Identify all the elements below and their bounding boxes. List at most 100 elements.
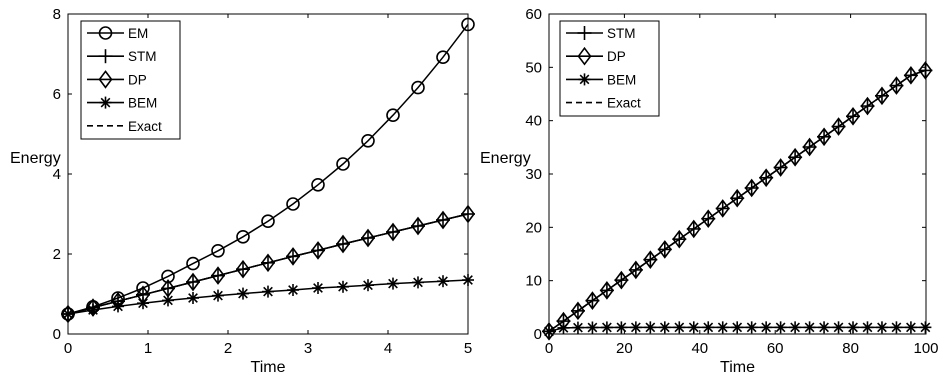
bem-point	[745, 321, 758, 334]
bem-point	[462, 274, 474, 286]
bem-point	[760, 321, 773, 334]
dp-point	[286, 247, 300, 266]
bem-point	[212, 289, 224, 302]
bem-point	[187, 292, 199, 304]
bem-point	[362, 279, 374, 292]
bem-point	[861, 321, 874, 334]
bem-point	[904, 321, 917, 334]
bem-point	[237, 287, 249, 300]
dp-point	[186, 272, 200, 292]
dp-point	[903, 66, 918, 85]
bem-point	[789, 321, 802, 334]
legend-swatch-marker	[578, 73, 591, 86]
dp-point	[831, 117, 846, 136]
legend-label: EM	[128, 26, 148, 41]
em-point	[311, 178, 325, 192]
dp-point	[361, 228, 375, 248]
legend-item: STM	[87, 49, 157, 64]
dp-point	[701, 209, 716, 229]
bem-point	[543, 325, 555, 338]
bem-point	[716, 321, 729, 334]
dp-point	[411, 216, 425, 236]
bem-point	[702, 321, 715, 334]
bem-point	[818, 321, 831, 334]
exact-line	[67, 213, 469, 315]
bem-point	[832, 321, 845, 334]
y-tick-label: 60	[525, 6, 542, 23]
x-axis-label: Time	[720, 359, 755, 376]
bem-point	[615, 321, 628, 334]
bem-point	[387, 277, 399, 290]
bem-point	[731, 321, 744, 334]
bem-point	[262, 285, 274, 298]
y-tick-label: 8	[53, 6, 61, 23]
bem-point	[287, 284, 299, 296]
dp-point	[461, 204, 475, 224]
legend-swatch-marker	[98, 49, 113, 64]
x-tick-label: 0	[545, 340, 553, 357]
bem-point	[890, 321, 903, 334]
legend: EM STM DP BEM Exact	[80, 20, 181, 140]
bem-point	[600, 321, 613, 334]
y-tick-label: 30	[525, 166, 542, 183]
legend-item: DP	[566, 46, 626, 66]
bem-point	[774, 321, 787, 334]
legend-label: STM	[128, 49, 157, 64]
x-tick-label: 4	[384, 340, 392, 357]
dp-point	[260, 253, 276, 273]
y-axis-label: Energy	[10, 150, 61, 167]
bem-point	[337, 280, 349, 293]
x-tick-label: 60	[767, 340, 784, 357]
bem-point	[557, 321, 570, 334]
legend-swatch-marker	[577, 26, 592, 40]
legend-label: BEM	[128, 96, 157, 111]
legend-label: Exact	[128, 119, 162, 134]
x-tick-label: 40	[691, 340, 708, 357]
dp-point	[236, 259, 250, 279]
dp-point	[386, 222, 400, 242]
legend-swatch-marker	[98, 26, 113, 40]
bem-point	[437, 275, 449, 288]
em-point	[236, 230, 250, 244]
x-tick-label: 2	[224, 340, 232, 357]
em-point	[361, 134, 375, 148]
em-point	[261, 214, 275, 228]
legend-swatch-marker	[577, 46, 592, 66]
y-tick-label: 2	[53, 246, 61, 263]
chart-panel-1: 0 1 2 3 4 5 0 2 4 6 8 Time Energy EM STM DP BEM Exact	[10, 6, 475, 376]
legend: STM DP BEM Exact	[559, 20, 660, 117]
legend-item: Exact	[87, 119, 162, 134]
dp-point	[657, 240, 672, 259]
em-point	[211, 244, 225, 258]
legend-swatch-marker	[98, 70, 113, 89]
bem-point	[644, 321, 657, 334]
em-point	[386, 108, 400, 122]
dp-point	[311, 241, 325, 260]
x-tick-label: 3	[304, 340, 312, 357]
x-tick-label: 5	[464, 340, 472, 357]
legend-label: BEM	[607, 72, 636, 87]
em-point	[186, 256, 200, 271]
legend-box	[559, 20, 660, 117]
x-tick-label: 1	[144, 340, 152, 357]
legend-label: DP	[607, 49, 626, 64]
bem-point	[87, 304, 99, 316]
x-tick-label: 100	[913, 340, 938, 357]
dp-point	[846, 106, 861, 126]
legend-item: STM	[566, 26, 636, 41]
legend-swatch-marker	[99, 96, 112, 109]
series-bem	[543, 321, 932, 338]
bem-point	[629, 321, 642, 334]
legend-item: Exact	[566, 96, 641, 111]
dp-point	[336, 234, 350, 254]
legend-label: STM	[607, 26, 636, 41]
legend-label: Exact	[607, 96, 641, 111]
em-point	[411, 80, 425, 95]
em-point	[336, 157, 350, 171]
y-tick-label: 40	[525, 113, 542, 130]
y-tick-label: 0	[53, 326, 61, 343]
dp-point	[643, 250, 658, 269]
chart-panel-2: 0 20 40 60 80 100 0 10 20 30 40 50 60 Time Energy STM DP…	[480, 6, 939, 376]
y-tick-label: 50	[525, 59, 542, 76]
